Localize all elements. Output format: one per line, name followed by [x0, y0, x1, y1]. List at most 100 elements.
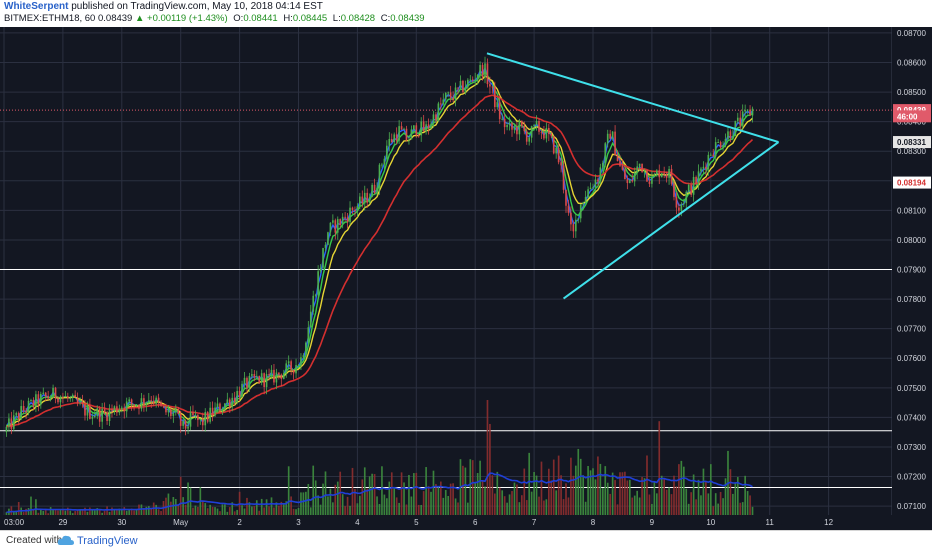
volume-bar [170, 501, 172, 515]
candle-body [658, 170, 661, 178]
candle-body [562, 165, 565, 190]
candle-body [655, 170, 658, 175]
volume-bar [32, 509, 35, 515]
candle-body [545, 128, 548, 139]
volume-bar [258, 510, 261, 515]
candle-body [59, 396, 62, 403]
volume-bar [643, 478, 646, 515]
volume-bar [27, 508, 30, 515]
volume-bar [329, 488, 332, 515]
candle-body [557, 147, 560, 163]
volume-bar [194, 505, 197, 515]
volume-bar [351, 467, 354, 515]
candle-body [491, 86, 494, 88]
volume-bar [248, 502, 251, 515]
high-label: H: [283, 13, 293, 24]
candle-body [427, 124, 430, 128]
volume-bar [641, 477, 643, 515]
volume-bar [192, 507, 194, 515]
candle-body [496, 102, 499, 108]
volume-bar [528, 452, 531, 515]
candle-body [346, 217, 349, 222]
volume-bar [297, 507, 300, 515]
candle-body [722, 145, 724, 148]
volume-bar [739, 502, 742, 515]
volume-bar [378, 503, 381, 515]
candle-body [525, 131, 528, 142]
candle-body [638, 163, 641, 167]
volume-bar [282, 504, 285, 515]
candle-body [594, 179, 597, 188]
candle-body [66, 396, 69, 399]
candle-body [572, 224, 575, 232]
candle-body [15, 413, 18, 416]
candle-body [582, 202, 585, 205]
time-tick-label: May [173, 518, 188, 527]
candle-body [25, 410, 27, 413]
volume-bar [638, 497, 641, 515]
time-axis[interactable] [0, 515, 932, 530]
volume-bar [39, 509, 42, 515]
candle-body [552, 136, 555, 154]
volume-bar [305, 491, 307, 515]
candle-body [5, 426, 8, 433]
volume-bar [732, 493, 734, 515]
candle-body [452, 97, 454, 101]
volume-bar [621, 472, 624, 515]
author-name[interactable]: WhiteSerpent [4, 1, 69, 12]
volume-bar [557, 455, 560, 515]
time-tick-label: 11 [766, 518, 775, 527]
candle-body [381, 164, 383, 166]
price-chart[interactable]: 0.07100 0.07200 0.07300 0.07400 0.07500 0.076… [0, 27, 932, 530]
volume-bar [145, 506, 148, 515]
volume-bar [108, 511, 111, 515]
candle-body [57, 398, 59, 403]
candle-body [682, 203, 685, 205]
candle-body [297, 365, 300, 367]
time-tick-label: 5 [414, 518, 419, 527]
volume-bar [417, 504, 420, 515]
triangle-trendlines[interactable] [486, 52, 780, 300]
volume-bar [312, 465, 315, 515]
candle-body [224, 403, 226, 410]
price-tick-label: 0.08700 [897, 29, 926, 38]
candle-body [329, 222, 332, 233]
candle-body [442, 99, 445, 105]
tradingview-brand[interactable]: TradingView [77, 535, 138, 547]
volume-bar [76, 510, 79, 515]
volume-bar [570, 457, 572, 515]
volume-bar [125, 510, 128, 515]
volume-bar [25, 508, 27, 515]
volume-bar [687, 503, 690, 515]
volume-bar [79, 509, 81, 515]
close-value: 0.08439 [390, 13, 425, 24]
volume-bar [678, 464, 680, 515]
candle-body [20, 406, 23, 420]
candle-body [707, 154, 710, 169]
volume-bar [599, 463, 602, 515]
volume-bar [334, 484, 337, 515]
volume-bar [719, 491, 722, 515]
candle-body [64, 396, 67, 398]
volume-bar [341, 494, 344, 515]
volume-bar [221, 504, 224, 515]
price-tick-label: 0.08500 [897, 88, 926, 97]
volume-bar [381, 466, 383, 515]
volume-bar [484, 486, 486, 515]
candle-body [349, 207, 351, 222]
candle-body [565, 189, 567, 206]
candle-body [641, 163, 643, 173]
volume-bar [150, 507, 153, 515]
candle-body [199, 418, 202, 421]
volume-bar [533, 472, 535, 515]
candle-body [361, 196, 364, 204]
candle-body [336, 219, 339, 233]
volume-bar [628, 479, 631, 515]
candle-body [503, 118, 506, 128]
volume-bar [143, 508, 145, 515]
volume-bar [295, 509, 297, 515]
candle-body [172, 412, 175, 416]
candle-body [160, 402, 162, 407]
candle-body [577, 218, 580, 220]
volume-bar [749, 495, 751, 515]
